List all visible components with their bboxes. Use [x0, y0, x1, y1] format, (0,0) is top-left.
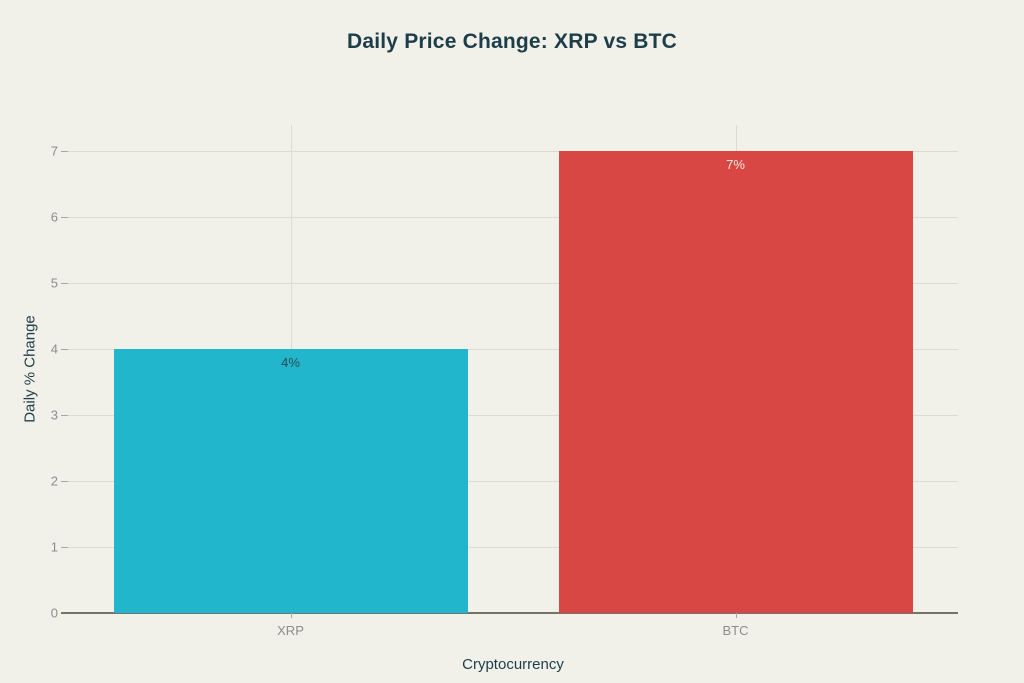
x-tick-mark [735, 613, 737, 618]
bar-value-label: 4% [281, 355, 300, 370]
y-tick-mark [61, 547, 68, 548]
y-tick-label: 6 [50, 209, 58, 225]
x-tick-label: XRP [277, 623, 304, 638]
horizontal-gridline [68, 349, 958, 350]
horizontal-gridline [68, 151, 958, 152]
y-tick-label: 1 [50, 539, 58, 555]
x-tick-label: BTC [722, 623, 749, 638]
y-tick-mark [61, 283, 68, 284]
y-tick-label: 7 [50, 143, 58, 159]
x-axis-title: Cryptocurrency [462, 656, 564, 673]
x-axis-line [61, 612, 958, 614]
horizontal-gridline [68, 283, 958, 284]
y-tick-label: 2 [50, 473, 58, 489]
x-tick-mark [290, 613, 292, 618]
y-tick-mark [61, 481, 68, 482]
bar-btc [558, 151, 913, 613]
horizontal-gridline [68, 415, 958, 416]
y-tick-label: 5 [50, 275, 58, 291]
y-tick-mark [61, 349, 68, 350]
y-tick-label: 0 [50, 605, 58, 621]
y-tick-mark [61, 217, 68, 218]
horizontal-gridline [68, 547, 958, 548]
bar-value-label: 7% [726, 157, 745, 172]
chart-title: Daily Price Change: XRP vs BTC [346, 30, 678, 53]
horizontal-gridline [68, 481, 958, 482]
horizontal-gridline [68, 217, 958, 218]
bar-xrp [113, 349, 468, 613]
y-tick-mark [61, 415, 68, 416]
y-tick-mark [61, 151, 68, 152]
y-tick-label: 3 [50, 407, 58, 423]
y-tick-label: 4 [50, 341, 58, 357]
